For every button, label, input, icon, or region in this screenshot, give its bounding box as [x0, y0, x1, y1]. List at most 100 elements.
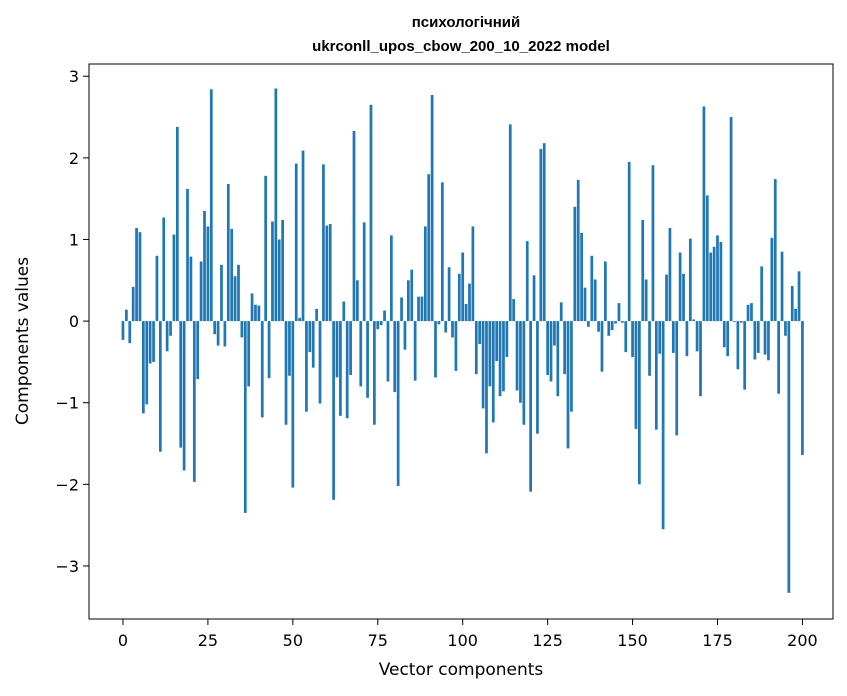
- bar: [665, 274, 668, 322]
- bar: [240, 321, 244, 338]
- bar: [247, 321, 251, 387]
- bar: [576, 179, 580, 322]
- bar: [155, 255, 159, 322]
- bar: [369, 104, 373, 322]
- bar: [719, 241, 723, 322]
- bar: [335, 321, 339, 378]
- x-tick-label: 150: [617, 631, 648, 650]
- bar: [356, 280, 359, 322]
- bar: [230, 228, 234, 322]
- bar: [604, 261, 607, 322]
- bar: [430, 95, 434, 322]
- bar: [322, 164, 325, 322]
- bar: [359, 321, 363, 387]
- x-tick-label: 50: [283, 631, 303, 650]
- x-tick-label: 175: [702, 631, 733, 650]
- bar: [457, 273, 461, 322]
- bar: [328, 223, 332, 322]
- bar: [169, 321, 172, 336]
- bar: [505, 321, 509, 358]
- bar: [621, 321, 624, 323]
- bar: [121, 321, 125, 340]
- x-tick-label: 0: [118, 631, 128, 650]
- bar: [688, 238, 692, 322]
- bar: [318, 321, 322, 404]
- bar: [461, 252, 465, 322]
- bar: [495, 321, 499, 362]
- y-axis-ticks: −3 −2 −1 0 1 2 3: [55, 67, 89, 576]
- bar: [542, 143, 546, 322]
- bar: [797, 271, 801, 322]
- bar: [284, 321, 288, 425]
- bar: [216, 321, 220, 346]
- bar: [695, 321, 699, 352]
- y-tick-label: 3: [69, 67, 79, 86]
- bar: [702, 106, 706, 322]
- bar: [128, 321, 132, 344]
- bar: [546, 321, 549, 375]
- bar: [753, 321, 757, 360]
- bar: [243, 321, 247, 513]
- x-tick-label: 200: [787, 631, 818, 650]
- bar: [165, 321, 169, 352]
- bar: [352, 130, 356, 322]
- bar: [627, 161, 631, 322]
- bar: [767, 321, 770, 361]
- y-tick-label: −1: [55, 394, 79, 413]
- bar: [597, 321, 600, 332]
- bar: [301, 150, 305, 322]
- bar: [491, 321, 495, 423]
- bar: [254, 304, 257, 322]
- bar: [600, 321, 604, 372]
- bar: [162, 217, 166, 322]
- bar: [712, 246, 716, 322]
- bar: [726, 321, 730, 357]
- bar: [682, 273, 685, 322]
- bar: [379, 321, 383, 326]
- bar: [196, 321, 200, 380]
- bar: [580, 232, 583, 322]
- y-tick-label: −2: [55, 475, 79, 494]
- bar: [152, 321, 155, 362]
- bar: [634, 321, 638, 429]
- bar: [590, 255, 594, 322]
- bar: [203, 210, 206, 322]
- bar: [641, 219, 645, 322]
- bar: [773, 179, 777, 322]
- bar: [332, 321, 335, 500]
- bar: [383, 310, 386, 322]
- bar: [685, 321, 689, 357]
- bar: [220, 264, 223, 322]
- bar: [199, 261, 203, 322]
- bar: [651, 165, 655, 322]
- bar: [148, 321, 152, 364]
- bar: [539, 148, 543, 322]
- bar: [784, 321, 787, 336]
- bar: [502, 321, 505, 392]
- bar: [654, 321, 658, 430]
- bar: [325, 225, 329, 322]
- bar: [447, 267, 451, 322]
- bar: [722, 321, 726, 348]
- bar: [570, 321, 573, 412]
- bar: [172, 234, 176, 322]
- bar: [607, 321, 611, 336]
- bar: [481, 321, 485, 409]
- bar: [536, 321, 539, 434]
- bar: [223, 321, 227, 347]
- bar: [699, 321, 702, 397]
- bar: [175, 126, 179, 322]
- bar: [563, 321, 566, 375]
- bar: [743, 321, 747, 390]
- bar: [182, 321, 186, 471]
- bar: [311, 321, 315, 368]
- bar: [760, 266, 764, 322]
- bar: [298, 317, 301, 322]
- bar: [189, 256, 193, 322]
- bar: [515, 321, 519, 391]
- bar: [403, 321, 407, 350]
- bar: [260, 321, 264, 418]
- bar: [770, 237, 774, 322]
- x-tick-label: 25: [198, 631, 218, 650]
- bar: [583, 287, 587, 322]
